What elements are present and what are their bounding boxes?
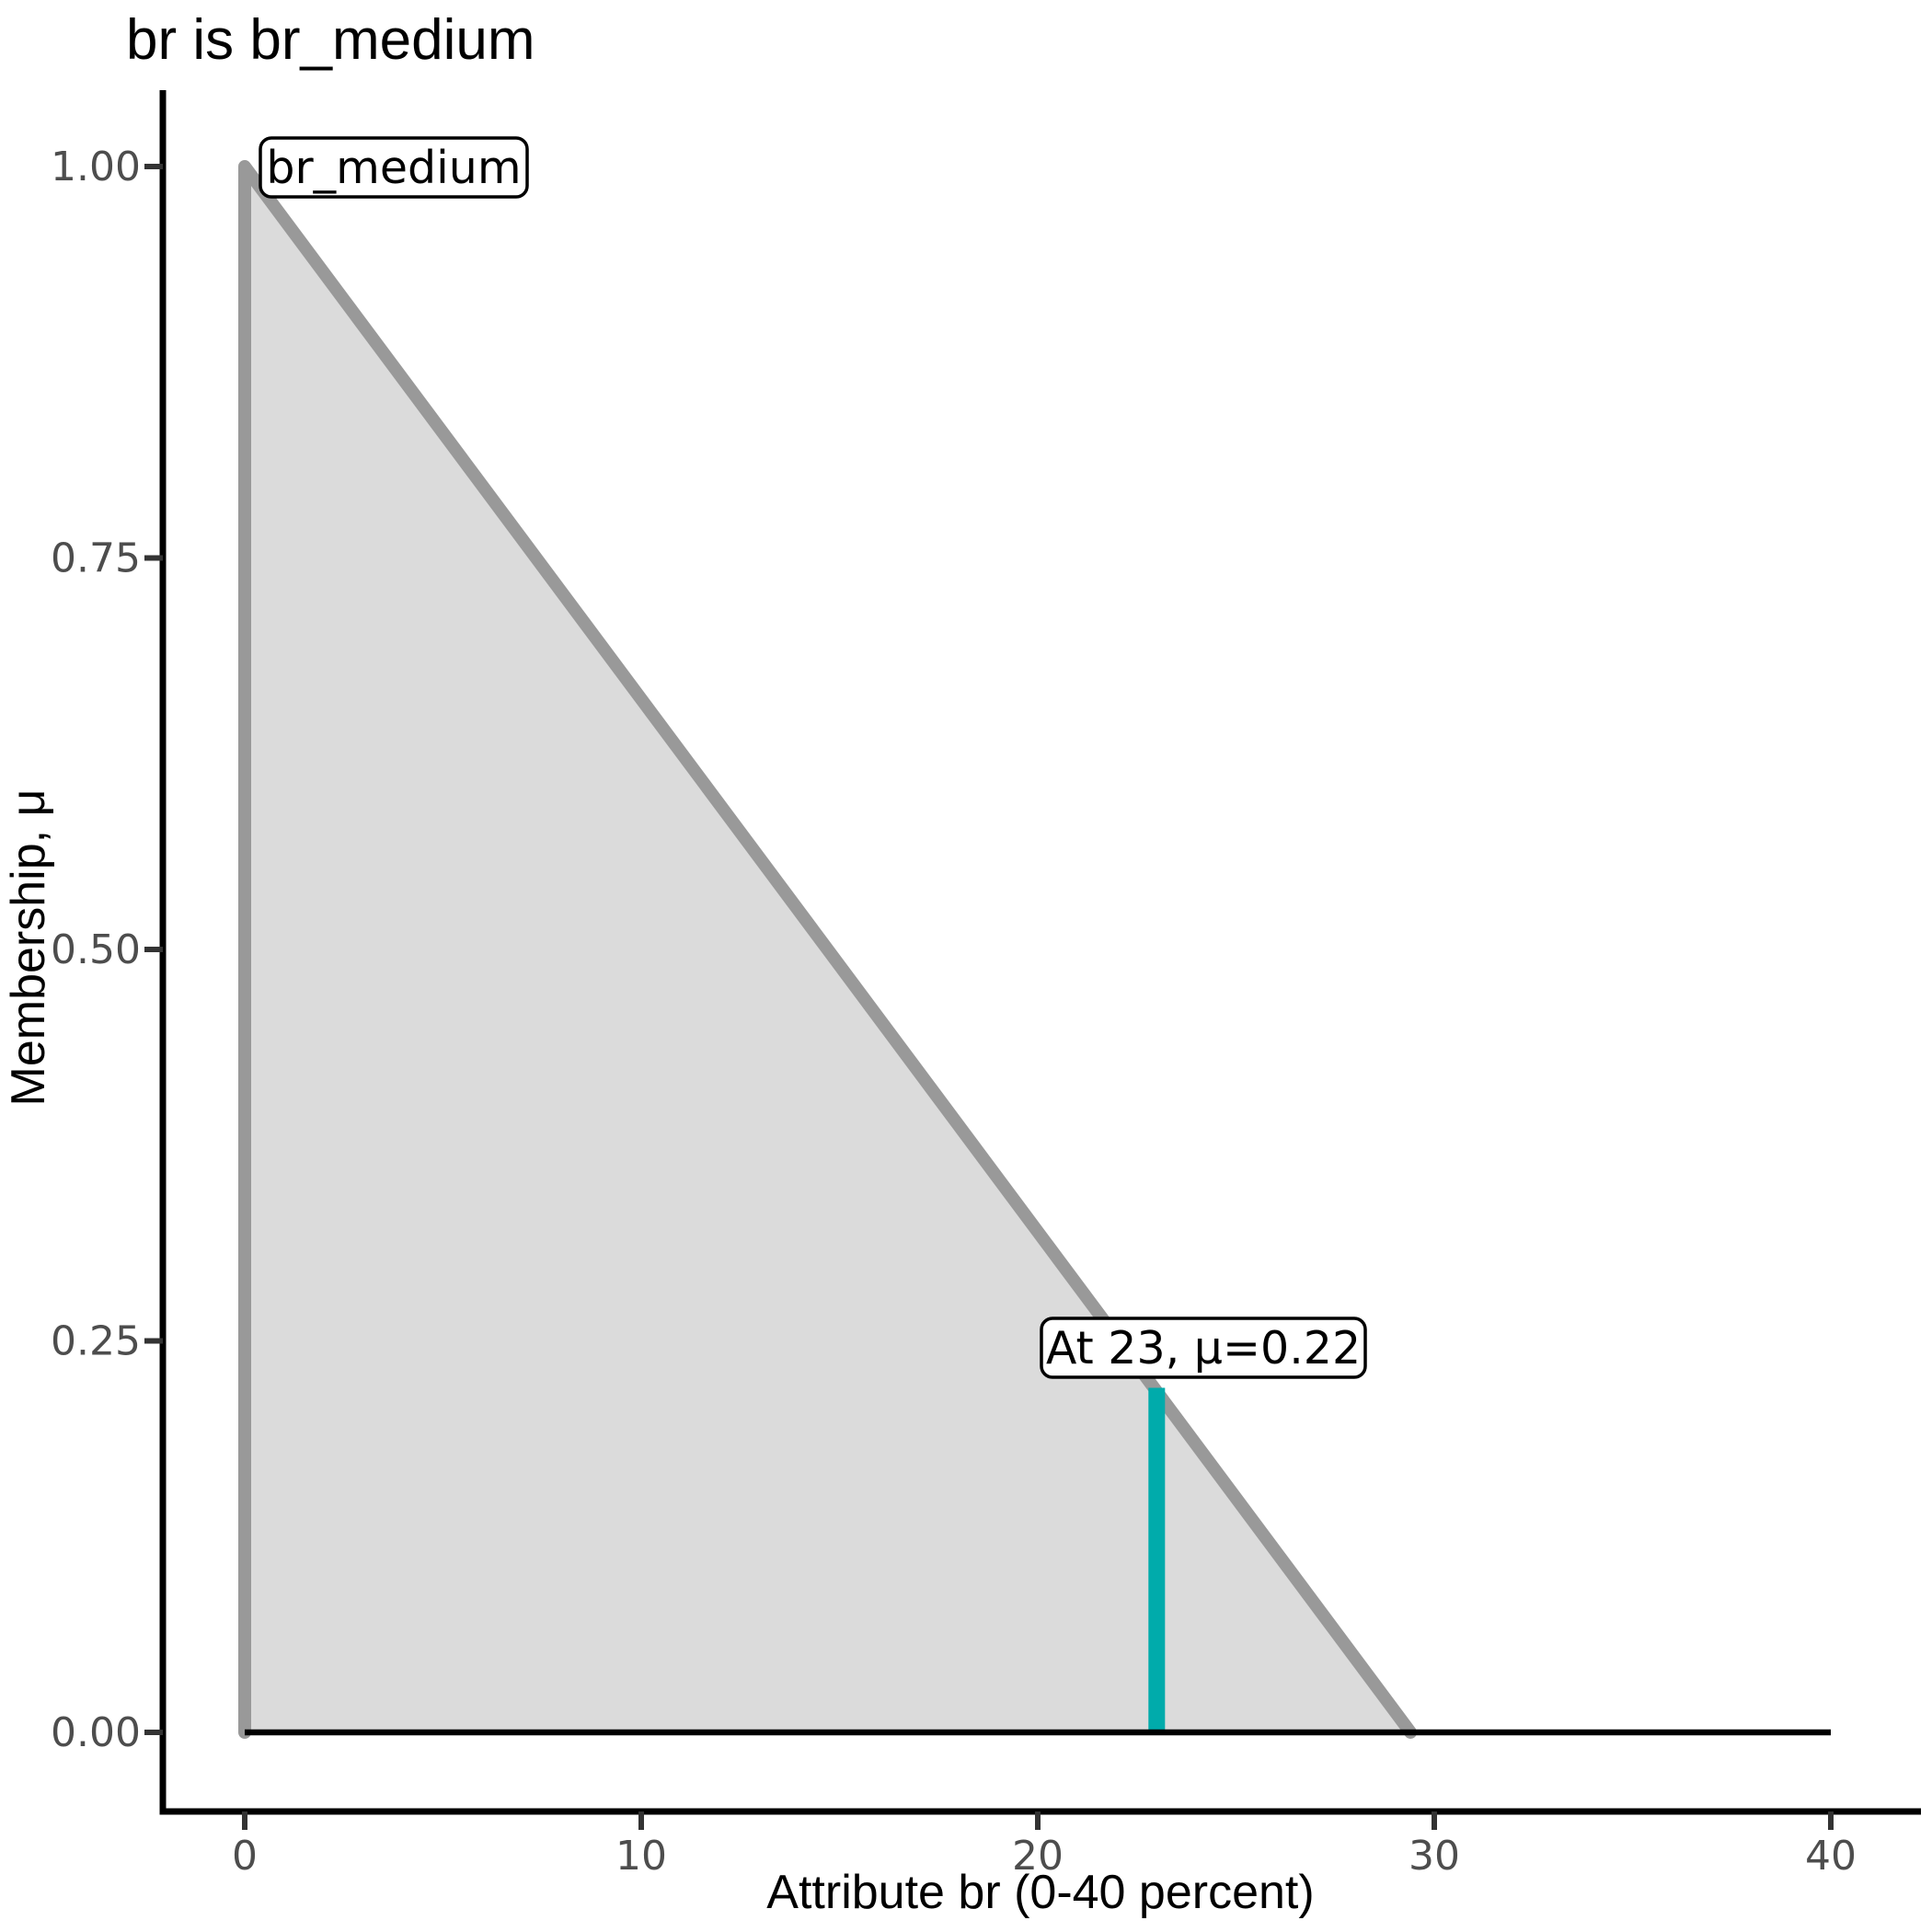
y-tick-label: 0.75	[51, 535, 141, 582]
x-tick-label: 20	[1012, 1833, 1064, 1880]
x-tick-label: 30	[1409, 1833, 1460, 1880]
y-axis-ticks: 0.00 0.25 0.50 0.75 1.00	[51, 144, 163, 1756]
chart-title: br is br_medium	[126, 8, 535, 72]
marker-label-text: At 23, μ=0.22	[1046, 1322, 1361, 1374]
set-label-box	[259, 136, 529, 199]
set-label-annotation: br_medium	[259, 136, 529, 199]
marker-label-box	[1040, 1317, 1367, 1379]
x-tick-label: 40	[1805, 1833, 1857, 1880]
x-tick-label: 0	[232, 1833, 258, 1880]
y-axis-title: Membership, μ	[2, 789, 55, 1107]
y-tick-label: 0.50	[51, 926, 141, 973]
x-tick-label: 10	[615, 1833, 667, 1880]
x-axis-ticks: 0 10 20 30 40	[232, 1811, 1857, 1880]
y-tick-label: 0.25	[51, 1318, 141, 1365]
y-tick-label: 1.00	[51, 144, 141, 190]
membership-line	[238, 160, 1418, 1739]
x-axis-title: Attribute br (0-40 percent)	[766, 1866, 1314, 1919]
axis-lines	[159, 90, 1921, 1815]
y-tick-label: 0.00	[51, 1709, 141, 1756]
set-label-text: br_medium	[266, 142, 521, 194]
marker-label-annotation: At 23, μ=0.22	[1040, 1317, 1367, 1379]
